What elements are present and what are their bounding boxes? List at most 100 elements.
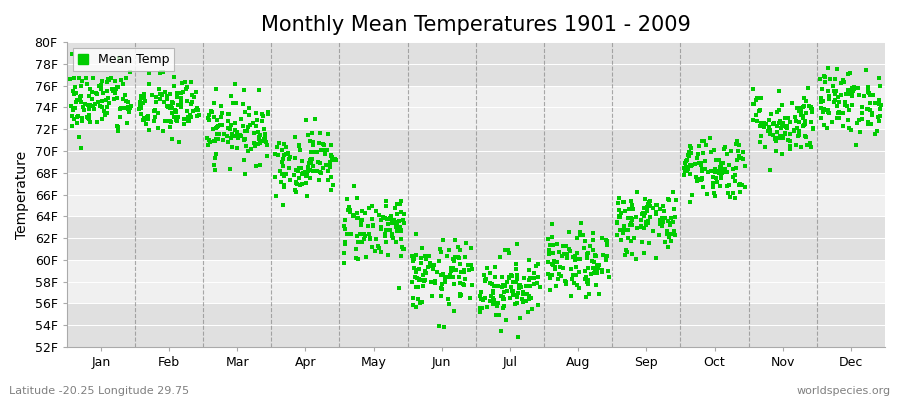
Point [292, 143, 306, 149]
Point [716, 169, 730, 176]
Point [730, 157, 744, 163]
Point [392, 218, 407, 224]
Point [649, 209, 663, 215]
Point [531, 261, 545, 267]
Point [216, 131, 230, 138]
Point [841, 70, 855, 77]
Point [446, 281, 461, 288]
Point [214, 110, 229, 116]
Point [642, 199, 656, 206]
Point [365, 203, 380, 209]
Point [230, 128, 244, 135]
Point [386, 235, 400, 241]
Point [796, 95, 811, 101]
Point [156, 69, 170, 76]
Point [114, 77, 129, 83]
Point [109, 86, 123, 92]
Point [859, 66, 873, 73]
Point [215, 122, 230, 128]
Point [610, 219, 625, 226]
Bar [67, 129, 885, 173]
Point [174, 90, 188, 96]
Point [354, 222, 368, 228]
Point [163, 124, 177, 130]
Title: Monthly Mean Temperatures 1901 - 2009: Monthly Mean Temperatures 1901 - 2009 [261, 15, 691, 35]
Point [442, 247, 456, 253]
Point [148, 99, 163, 105]
Point [316, 141, 330, 147]
Point [454, 291, 468, 298]
Point [208, 167, 222, 173]
Point [779, 123, 794, 130]
Point [68, 84, 82, 90]
Point [176, 121, 191, 127]
Point [587, 270, 601, 276]
Point [813, 76, 827, 82]
Point [318, 151, 332, 157]
Point [720, 168, 734, 175]
Point [506, 279, 520, 285]
Point [490, 302, 504, 309]
Point [832, 109, 846, 115]
Point [174, 100, 188, 107]
Point [522, 277, 536, 283]
Point [96, 107, 111, 114]
Point [778, 115, 793, 122]
Point [746, 86, 760, 93]
Point [612, 207, 626, 213]
Point [691, 176, 706, 182]
Point [255, 118, 269, 124]
Point [706, 180, 720, 187]
Point [212, 122, 227, 128]
Point [774, 134, 788, 141]
Point [763, 167, 778, 173]
Point [311, 140, 326, 146]
Point [310, 159, 325, 166]
Point [548, 266, 562, 272]
Point [507, 292, 521, 298]
Point [660, 228, 674, 234]
Point [616, 199, 631, 206]
Point [543, 275, 557, 281]
Point [501, 250, 516, 256]
Point [415, 244, 429, 251]
Point [202, 137, 216, 144]
Point [257, 131, 272, 138]
Point [692, 143, 706, 149]
Point [78, 101, 93, 108]
Point [872, 101, 886, 107]
Point [228, 120, 242, 126]
Point [521, 309, 535, 315]
Point [484, 293, 499, 300]
Point [442, 274, 456, 280]
Point [814, 86, 829, 92]
Point [445, 268, 459, 274]
Point [842, 89, 857, 96]
Point [596, 252, 610, 258]
Point [641, 218, 655, 224]
Point [435, 286, 449, 292]
Point [212, 136, 226, 142]
Point [381, 221, 395, 227]
Point [122, 105, 137, 112]
Point [323, 159, 338, 166]
Point [246, 120, 260, 126]
Point [122, 106, 136, 113]
Bar [67, 86, 885, 129]
Point [253, 140, 267, 146]
Point [441, 296, 455, 302]
Point [621, 214, 635, 221]
Point [83, 86, 97, 92]
Point [869, 128, 884, 134]
Point [625, 220, 639, 226]
Point [662, 220, 677, 226]
Point [442, 300, 456, 307]
Point [416, 282, 430, 289]
Point [258, 132, 273, 139]
Point [760, 128, 775, 134]
Point [183, 112, 197, 118]
Point [770, 135, 784, 141]
Point [364, 216, 379, 222]
Point [655, 202, 670, 209]
Point [487, 282, 501, 289]
